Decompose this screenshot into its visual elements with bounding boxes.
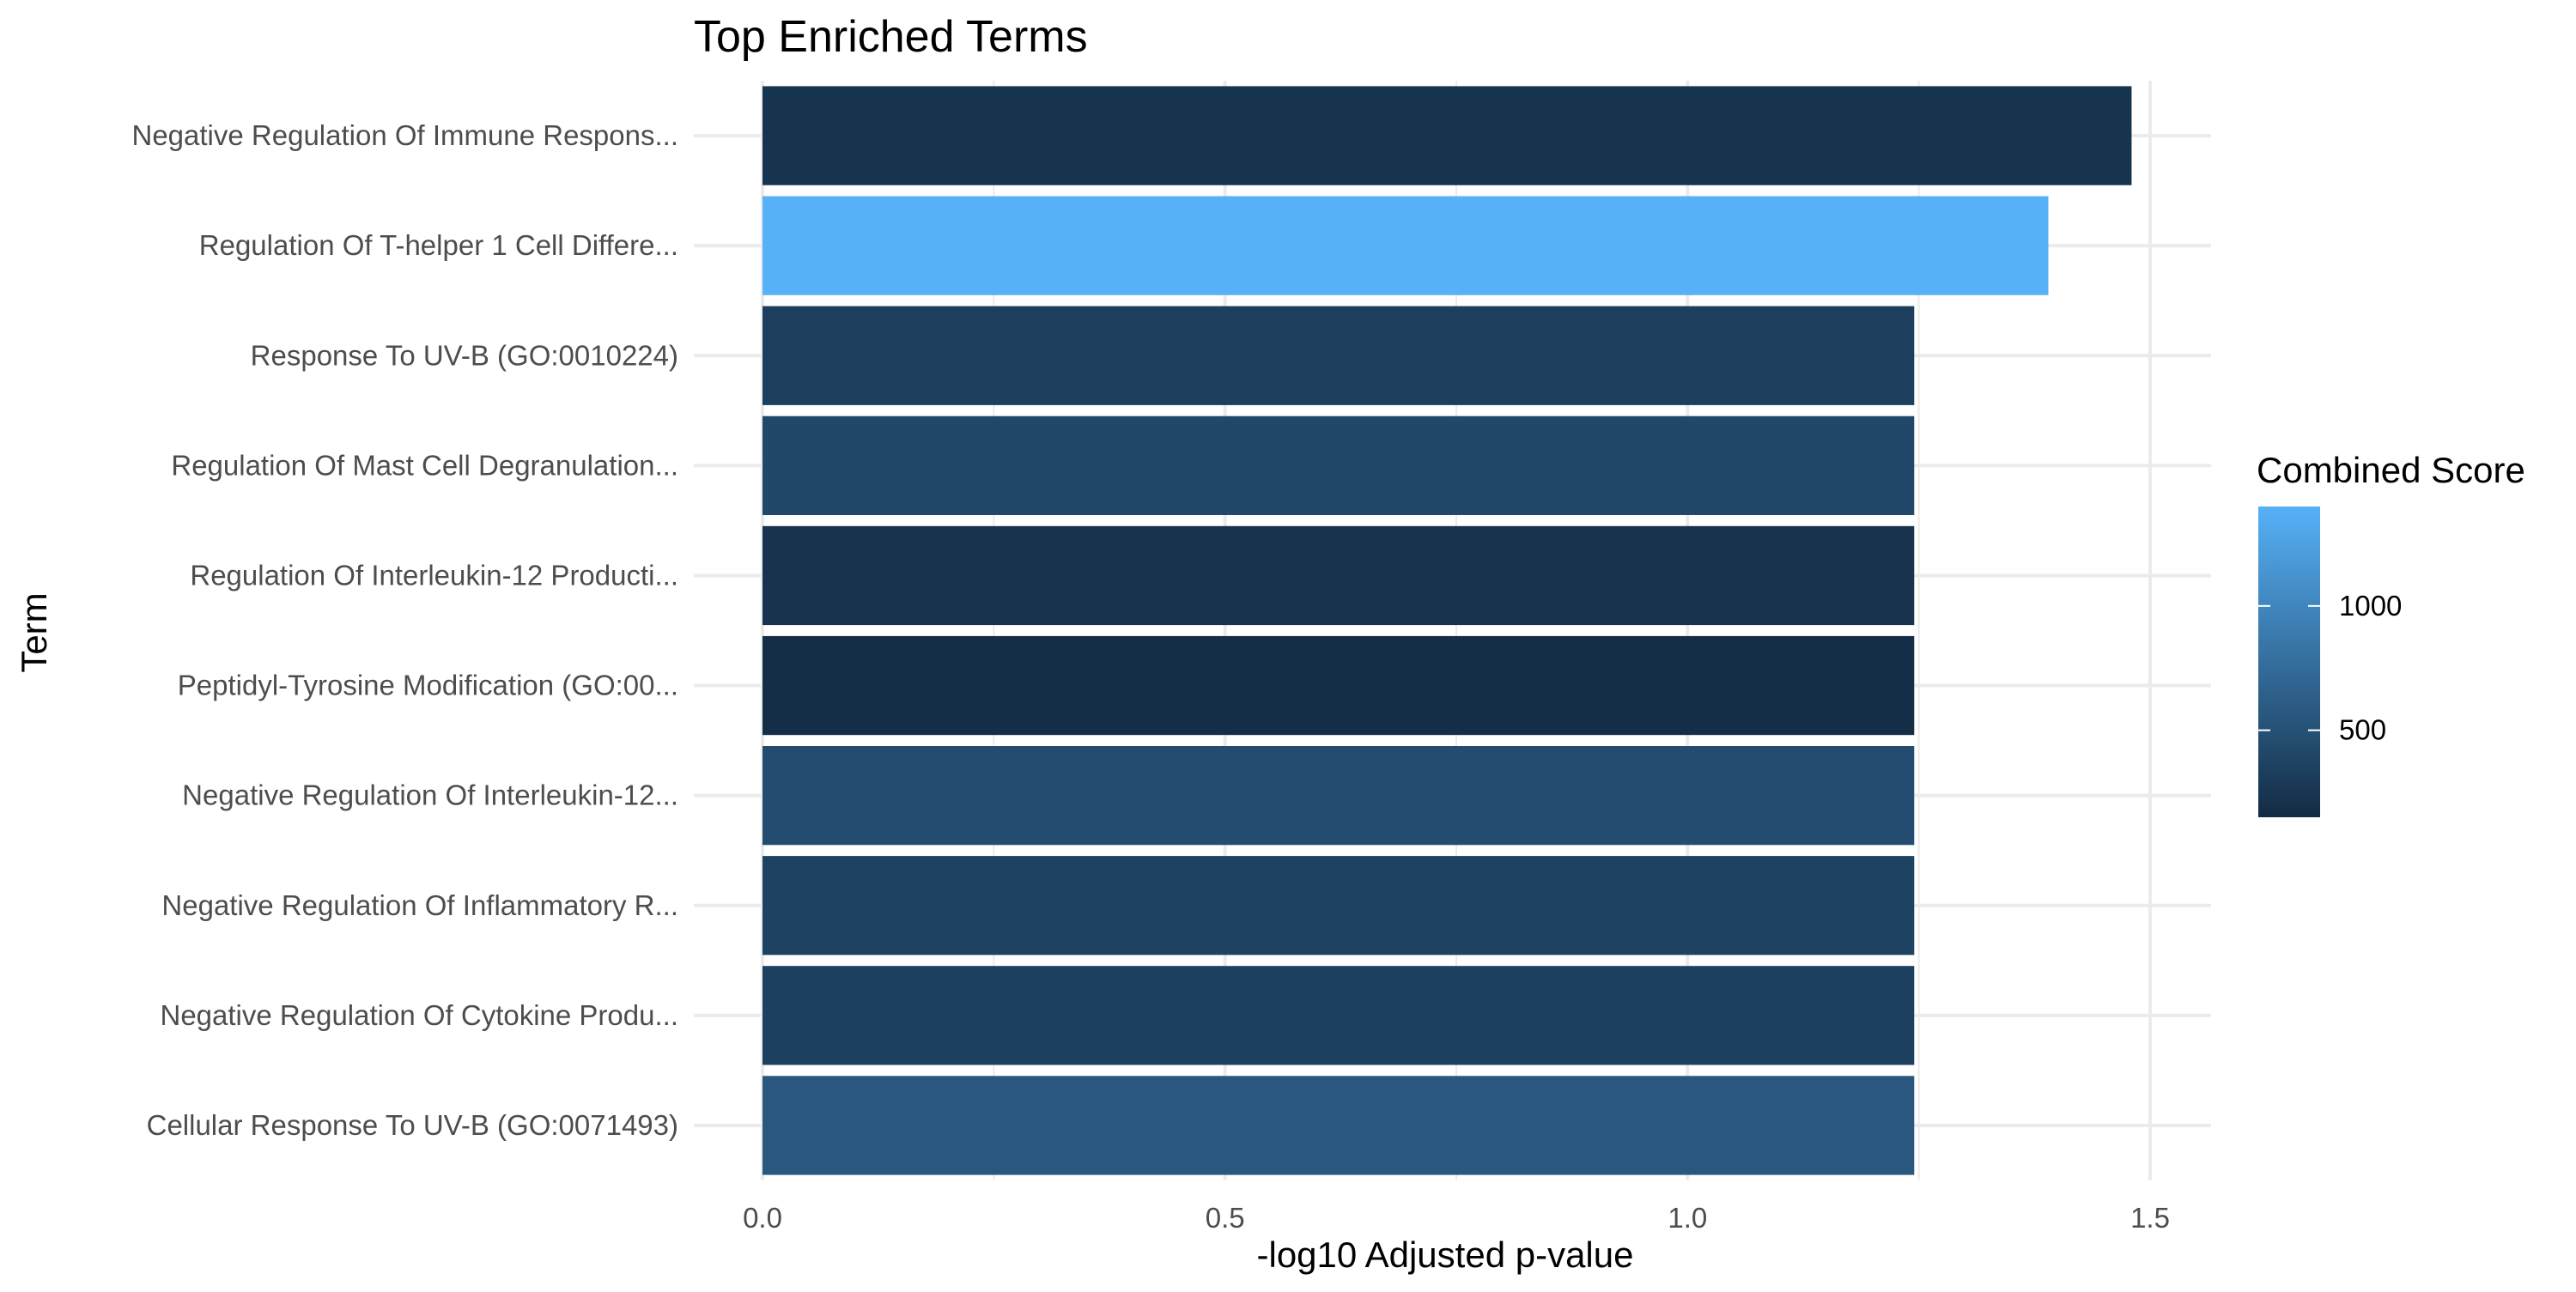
bar: [762, 525, 1915, 626]
bar: [762, 306, 1915, 405]
bar: [762, 635, 1915, 736]
bar: [762, 1076, 1915, 1175]
y-tick-label: Negative Regulation Of Cytokine Produ...: [161, 999, 679, 1031]
bar: [762, 966, 1915, 1065]
y-tick-label: Regulation Of T-helper 1 Cell Differe...: [199, 229, 678, 261]
bars: [762, 86, 2132, 1175]
bar: [762, 746, 1915, 846]
y-tick-labels: Negative Regulation Of Immune Respons...…: [132, 119, 679, 1141]
y-tick-label: Response To UV-B (GO:0010224): [251, 339, 678, 371]
legend-title: Combined Score: [2257, 450, 2525, 490]
y-tick-label: Negative Regulation Of Interleukin-12...: [182, 779, 678, 811]
x-axis-title: -log10 Adjusted p-value: [1257, 1234, 1634, 1275]
y-axis-title: Term: [14, 592, 54, 672]
legend-tick-label: 500: [2339, 714, 2386, 746]
x-tick-label: 1.0: [1668, 1202, 1707, 1234]
y-tick-label: Negative Regulation Of Inflammatory R...: [161, 889, 678, 921]
chart-title: Top Enriched Terms: [694, 12, 1088, 62]
legend-tick-label: 1000: [2339, 590, 2402, 622]
x-tick-label: 1.5: [2130, 1202, 2170, 1234]
y-tick-label: Regulation Of Interleukin-12 Producti...: [190, 559, 678, 591]
y-tick-label: Peptidyl-Tyrosine Modification (GO:00...: [178, 670, 678, 701]
legend-colorbar: [2258, 506, 2320, 817]
bar: [762, 416, 1915, 515]
legend: Combined Score 500 1000: [2257, 450, 2525, 817]
x-tick-label: 0.5: [1206, 1202, 1245, 1234]
bar: [762, 196, 2049, 295]
x-tick-labels: 0.0 0.5 1.0 1.5: [743, 1202, 2170, 1234]
x-tick-label: 0.0: [743, 1202, 782, 1234]
legend-ticks: 500 1000: [2258, 590, 2402, 746]
bar: [762, 86, 2132, 185]
y-tick-label: Cellular Response To UV-B (GO:0071493): [147, 1109, 678, 1141]
y-tick-label: Negative Regulation Of Immune Respons...: [132, 119, 679, 151]
y-tick-label: Regulation Of Mast Cell Degranulation...: [171, 449, 678, 481]
bar: [762, 856, 1915, 955]
